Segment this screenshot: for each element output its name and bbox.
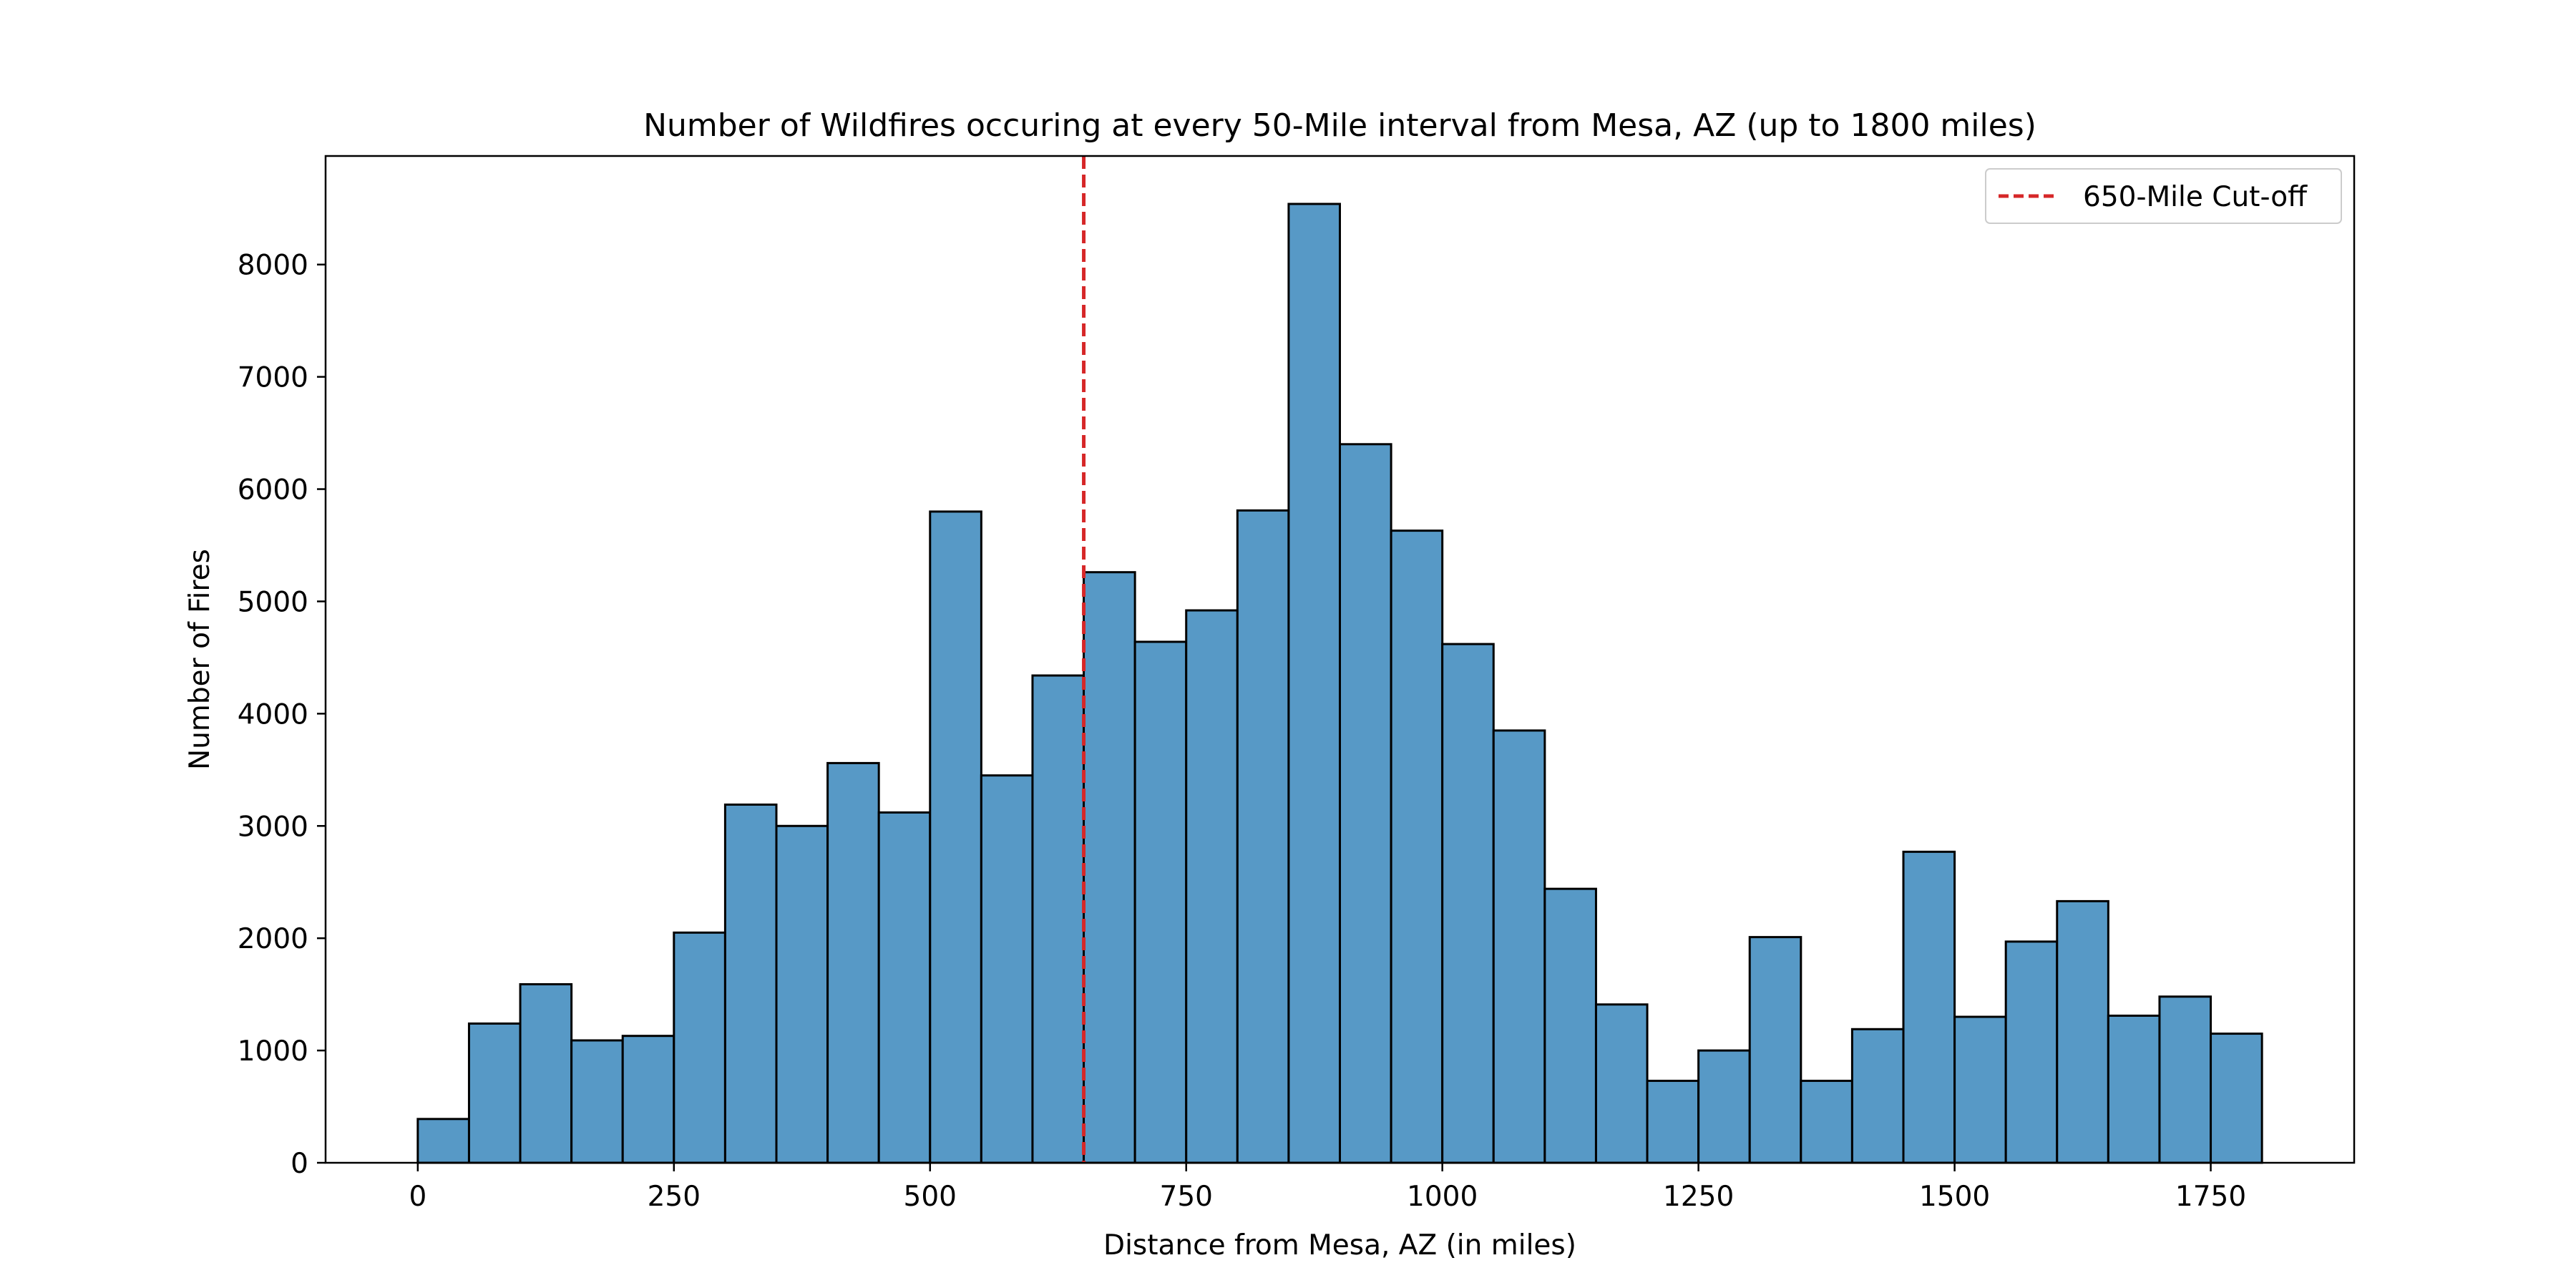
legend-label-cutoff: 650-Mile Cut-off xyxy=(2083,181,2308,213)
chart-title: Number of Wildfires occuring at every 50… xyxy=(643,107,2036,144)
histogram-bar xyxy=(2056,899,2109,1164)
x-tick-label: 500 xyxy=(904,1181,957,1213)
histogram-bar xyxy=(2210,1033,2263,1164)
histogram-bar xyxy=(1748,936,1802,1164)
plot-frame xyxy=(324,155,2356,1164)
y-tick-label: 2000 xyxy=(238,923,308,955)
histogram-bar xyxy=(1902,850,1956,1164)
histogram-bar xyxy=(826,761,880,1164)
histogram-bar xyxy=(621,1035,675,1164)
x-tick-label: 250 xyxy=(648,1181,701,1213)
histogram-bar xyxy=(467,1022,522,1164)
histogram-bar xyxy=(1287,203,1341,1164)
histogram-bar xyxy=(1697,1049,1751,1164)
histogram-bar xyxy=(723,803,778,1164)
histogram-bar xyxy=(980,774,1034,1164)
histogram-bar xyxy=(877,811,932,1164)
histogram-bar xyxy=(2107,1014,2161,1164)
histogram-bar xyxy=(1594,1003,1649,1164)
histogram-bar xyxy=(519,983,573,1164)
y-axis-ticks: 0 1000 2000 3000 4000 5000 6000 7000 8000 xyxy=(238,250,326,1180)
legend: 650-Mile Cut-off xyxy=(1985,168,2342,224)
histogram-bar xyxy=(1133,640,1188,1164)
histogram-bar xyxy=(1339,443,1392,1164)
x-tick-label: 0 xyxy=(409,1181,426,1213)
histogram-bar xyxy=(775,824,829,1164)
y-tick-label: 7000 xyxy=(238,362,308,394)
x-axis-ticks: 0 250 500 750 1000 1250 1500 1750 xyxy=(409,1163,2246,1213)
histogram-bar xyxy=(1850,1028,1905,1164)
histogram-bar xyxy=(1800,1079,1853,1164)
histogram-bar xyxy=(1543,887,1597,1164)
histogram-bar xyxy=(929,510,982,1164)
histogram-bar xyxy=(2158,995,2212,1164)
histogram-bar xyxy=(1646,1079,1700,1164)
y-tick-label: 6000 xyxy=(238,474,308,507)
x-tick-label: 1500 xyxy=(1919,1181,1990,1213)
histogram-bar xyxy=(2004,940,2059,1164)
x-tick-label: 750 xyxy=(1160,1181,1213,1213)
y-tick-label: 0 xyxy=(291,1148,308,1180)
histogram-bar xyxy=(416,1118,470,1164)
y-axis-label: Number of Fires xyxy=(184,549,216,770)
histogram-bar xyxy=(1390,530,1444,1164)
x-tick-label: 1750 xyxy=(2175,1181,2246,1213)
histogram-bar xyxy=(570,1039,624,1164)
histogram-bar xyxy=(1185,609,1239,1164)
y-tick-label: 8000 xyxy=(238,250,308,282)
histogram-bar xyxy=(673,931,726,1164)
legend-box xyxy=(1985,168,2342,224)
histogram-bar xyxy=(1492,729,1546,1164)
x-axis-label: Distance from Mesa, AZ (in miles) xyxy=(1103,1229,1576,1262)
bars-layer xyxy=(416,203,2263,1164)
y-tick-label: 5000 xyxy=(238,586,308,618)
histogram-bar xyxy=(1441,643,1495,1164)
y-tick-label: 1000 xyxy=(238,1035,308,1068)
histogram-bar xyxy=(1031,674,1085,1164)
y-tick-label: 4000 xyxy=(238,698,308,731)
x-tick-label: 1000 xyxy=(1407,1181,1478,1213)
histogram-bar xyxy=(1083,571,1136,1164)
x-tick-label: 1250 xyxy=(1663,1181,1734,1213)
histogram-bar xyxy=(1236,509,1290,1164)
y-tick-label: 3000 xyxy=(238,811,308,843)
histogram-bar xyxy=(1953,1015,2007,1164)
